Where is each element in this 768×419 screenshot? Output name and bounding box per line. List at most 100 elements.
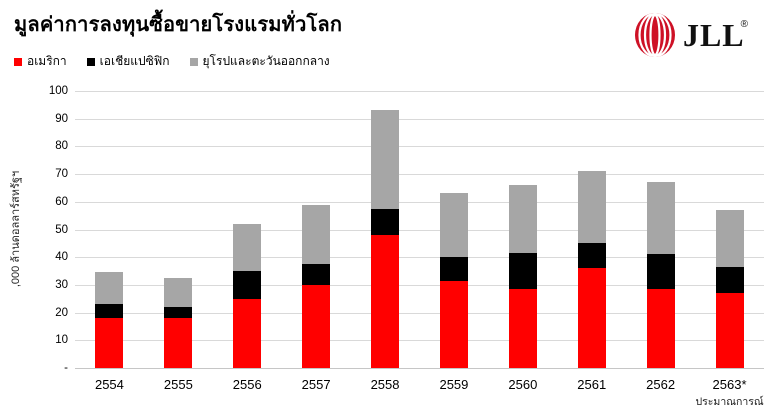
- bar-segment-america: [508, 289, 537, 368]
- x-tick-label-2562: 2562: [626, 377, 696, 392]
- bar-2562: [646, 182, 675, 368]
- x-tick-label-2560: 2560: [488, 377, 558, 392]
- x-tick-text: 2556: [232, 377, 262, 392]
- legend-swatch-america: [14, 57, 22, 66]
- gridline-90: [75, 118, 764, 120]
- bar-segment-asia-pacific: [646, 254, 675, 290]
- y-tick-label-zero: -: [64, 362, 68, 374]
- x-tick-text: 2555: [163, 377, 193, 392]
- y-tick-label-60: 60: [55, 195, 68, 208]
- chart-title: มูลค่าการลงทุนซื้อขายโรงแรมทั่วโลก: [14, 12, 343, 36]
- legend-label: เอเชียแปซิฟิก: [99, 54, 170, 68]
- y-tick-label-50: 50: [55, 223, 68, 236]
- bar-segment-europe-middle-east: [439, 193, 468, 258]
- jll-logo: JLL®: [633, 12, 752, 58]
- bar-segment-asia-pacific: [439, 257, 468, 281]
- bar-segment-asia-pacific: [302, 264, 331, 285]
- bar-segment-america: [302, 284, 331, 368]
- bar-segment-america: [164, 318, 193, 368]
- bar-segment-america: [439, 280, 468, 368]
- x-tick-text: 2558: [370, 377, 400, 392]
- bar-segment-america: [646, 289, 675, 368]
- bar-2561: [577, 171, 606, 368]
- gridline-70: [75, 174, 764, 176]
- y-tick-label-100: 100: [48, 85, 68, 97]
- bar-2555: [164, 277, 193, 368]
- gridline-60: [75, 201, 764, 203]
- gridline-50: [75, 229, 764, 231]
- legend-swatch-europe-middle-east: [189, 57, 198, 66]
- gridline-30: [75, 284, 764, 286]
- bar-segment-europe-middle-east: [371, 110, 400, 209]
- bar-segment-america: [715, 293, 744, 368]
- gridline-10: [75, 340, 764, 342]
- x-tick-text: 2557: [301, 377, 331, 392]
- legend-label: ยุโรปและตะวันออกกลาง: [202, 54, 330, 68]
- x-tick-label-2554: 2554: [74, 377, 144, 392]
- jll-logo-wordmark: JLL®: [683, 17, 752, 54]
- x-tick-label-2559: 2559: [419, 377, 489, 392]
- bar-segment-asia-pacific: [371, 208, 400, 236]
- x-tick-text: 2562: [646, 377, 676, 392]
- bar-segment-america: [371, 235, 400, 368]
- x-tick-label-2561: 2561: [557, 377, 627, 392]
- y-tick-label-30: 30: [55, 278, 68, 291]
- x-tick-text: 2563*: [712, 377, 747, 392]
- bar-segment-america: [233, 298, 262, 368]
- y-tick-label-10: 10: [55, 334, 68, 347]
- bar-2560: [508, 185, 537, 368]
- estimate-note: ประมาณการณ์: [695, 396, 764, 408]
- bar-2557: [302, 204, 331, 368]
- x-tick-text: 2560: [508, 377, 538, 392]
- bar-segment-europe-middle-east: [508, 185, 537, 254]
- bar-2559: [439, 193, 468, 368]
- x-tick-label-2558: 2558: [350, 377, 420, 392]
- bar-segment-asia-pacific: [577, 243, 606, 269]
- bar-segment-america: [577, 268, 606, 368]
- y-tick-label-20: 20: [55, 306, 68, 319]
- jll-globe-icon: [634, 13, 675, 57]
- bar-segment-europe-middle-east: [577, 171, 606, 244]
- bar-segment-asia-pacific: [715, 266, 744, 294]
- gridline-100: [75, 91, 764, 92]
- x-tick-label-2555: 2555: [143, 377, 213, 392]
- bar-segment-europe-middle-east: [95, 272, 124, 305]
- y-tick-label-90: 90: [55, 112, 68, 125]
- bar-segment-europe-middle-east: [302, 204, 331, 265]
- legend-item-europe-middle-east: ยุโรปและตะวันออกกลาง: [189, 52, 330, 71]
- bar-2556: [233, 223, 262, 368]
- gridline-20: [75, 312, 764, 314]
- x-tick-text: 2554: [94, 377, 124, 392]
- bar-segment-asia-pacific: [233, 271, 262, 299]
- x-axis-line: [75, 368, 764, 369]
- bar-segment-america: [95, 318, 124, 368]
- legend: อเมริกา เอเชียแปซิฟิก ยุโรปและตะวันออกกลาง: [14, 52, 330, 71]
- bar-segment-europe-middle-east: [233, 223, 262, 272]
- legend-swatch-asia-pacific: [86, 57, 95, 66]
- gridline-80: [75, 146, 764, 148]
- gridline-40: [75, 257, 764, 259]
- legend-label: อเมริกา: [27, 54, 67, 68]
- legend-item-america: อเมริกา: [14, 52, 67, 71]
- y-tick-label-40: 40: [55, 251, 68, 264]
- x-tick-label-2563: 2563* ประมาณการณ์: [695, 377, 765, 410]
- y-tick-label-80: 80: [55, 140, 68, 153]
- bar-segment-asia-pacific: [164, 307, 193, 319]
- bar-2554: [95, 272, 124, 368]
- registered-trademark-symbol: ®: [740, 19, 748, 31]
- bar-segment-europe-middle-east: [715, 210, 744, 267]
- legend-item-asia-pacific: เอเชียแปซิฟิก: [86, 52, 170, 71]
- x-tick-label-2557: 2557: [281, 377, 351, 392]
- bar-segment-asia-pacific: [508, 253, 537, 290]
- bar-segment-asia-pacific: [95, 304, 124, 319]
- x-tick-label-2556: 2556: [212, 377, 282, 392]
- bar-segment-europe-middle-east: [164, 277, 193, 308]
- bar-2563: [715, 210, 744, 368]
- jll-logo-text: JLL: [682, 16, 745, 53]
- bar-2558: [371, 110, 400, 368]
- x-tick-text: 2561: [577, 377, 607, 392]
- x-tick-text: 2559: [439, 377, 469, 392]
- bar-segment-europe-middle-east: [646, 182, 675, 255]
